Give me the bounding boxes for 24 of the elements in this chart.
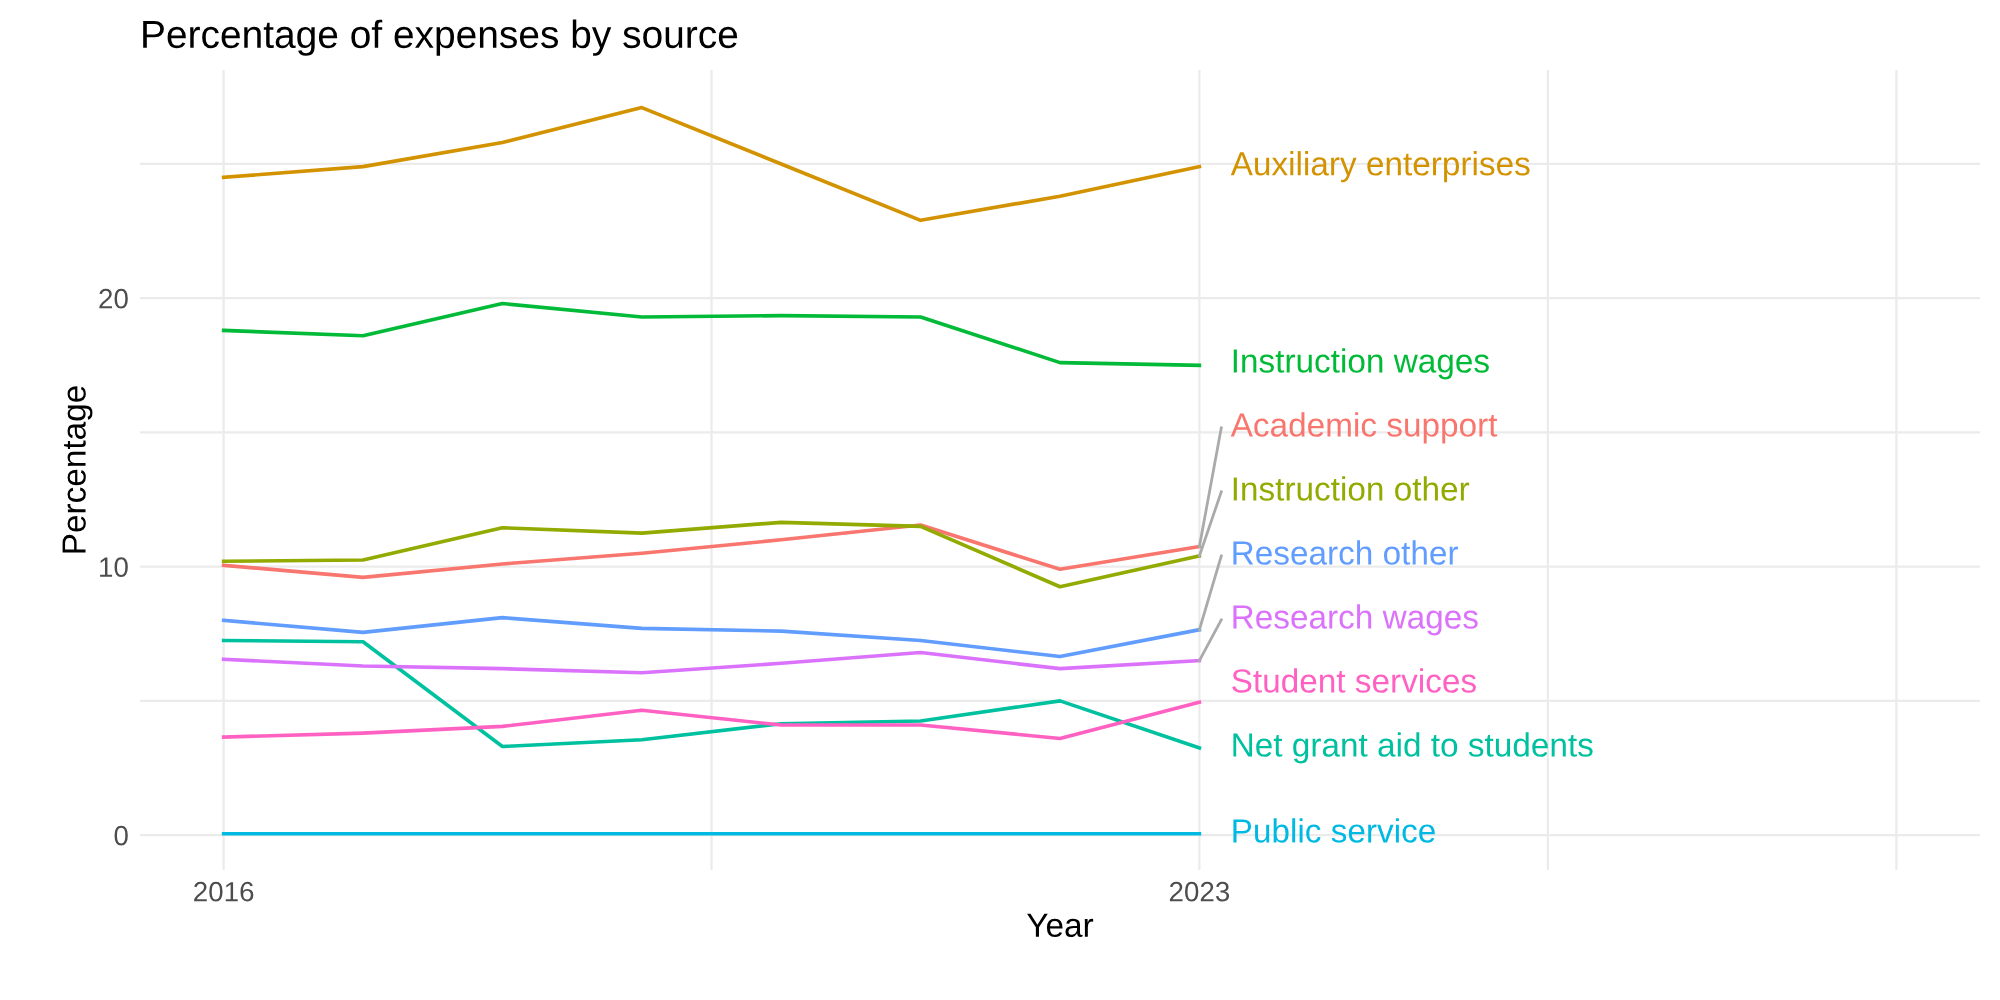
y-axis-title: Percentage (62, 386, 93, 553)
series-label: Instruction wages (1233, 348, 1489, 380)
line-series (221, 615, 1202, 659)
chart-title: Percentage of expenses by source (143, 19, 738, 56)
text: Academic support (1230, 412, 1498, 444)
y-tick-label: 0 (114, 825, 128, 846)
line-series (221, 638, 1202, 750)
series-label: Auxiliary enterprises (1230, 151, 1530, 183)
line-series (221, 105, 1202, 223)
series-label: Student services (1232, 668, 1476, 693)
line-series (221, 650, 1202, 675)
series-label: Research wages (1233, 604, 1478, 636)
series-label: Public service (1233, 818, 1435, 843)
series-label: Net grant aid to students (1233, 732, 1593, 764)
text: Research other (1233, 540, 1459, 565)
x-axis-title: Year (1027, 913, 1094, 938)
line-series (221, 301, 1202, 368)
line-series (221, 700, 1202, 741)
line-series (221, 520, 1202, 589)
x-tick-label: 2023 (1169, 881, 1230, 902)
y-tick-label: 10 (100, 557, 128, 577)
series-label: Instruction other (1233, 476, 1470, 501)
x-tick-label: 2016 (194, 881, 254, 902)
y-tick-label: 20 (99, 288, 128, 309)
